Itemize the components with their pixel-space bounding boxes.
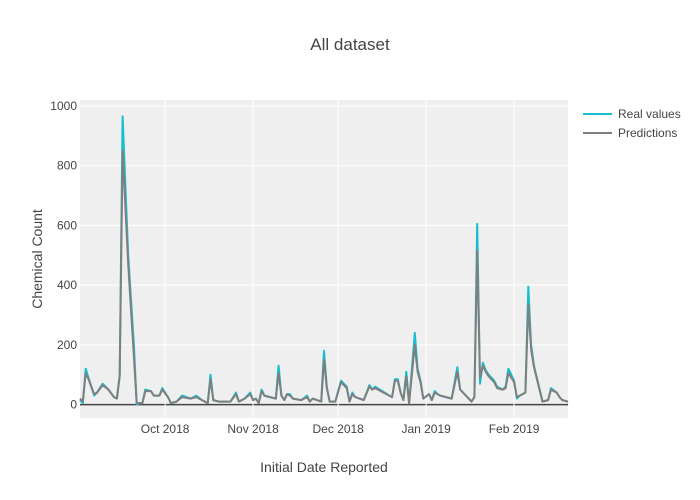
legend-label-predictions: Predictions [618,126,677,140]
series-lines [79,115,569,406]
y-tick-label: 200 [57,338,77,352]
y-axis-title: Chemical Count [29,209,45,309]
y-tick-label: 400 [57,278,77,292]
x-axis-title: Initial Date Reported [260,459,388,475]
legend[interactable]: Real values Predictions [583,107,681,140]
legend-item-real-values[interactable]: Real values [583,107,681,121]
y-tick-label: 600 [57,218,77,232]
x-tick-label: Nov 2018 [227,422,279,436]
legend-label-real-values: Real values [618,107,681,121]
y-tick-label: 800 [57,159,77,173]
legend-item-predictions[interactable]: Predictions [583,126,677,140]
x-axis-ticks: Oct 2018 Nov 2018 Dec 2018 Jan 2019 Feb 2019 [141,422,540,436]
x-tick-label: Oct 2018 [141,422,190,436]
x-tick-label: Jan 2019 [401,422,451,436]
chart-title: All dataset [310,35,390,54]
y-tick-label: 1000 [50,99,77,113]
gridlines [80,100,568,418]
x-tick-label: Dec 2018 [312,422,364,436]
x-tick-label: Feb 2019 [489,422,540,436]
series-line-predictions [79,149,569,405]
y-tick-label: 0 [70,398,77,412]
y-axis-ticks: 0 200 400 600 800 1000 [50,99,77,412]
